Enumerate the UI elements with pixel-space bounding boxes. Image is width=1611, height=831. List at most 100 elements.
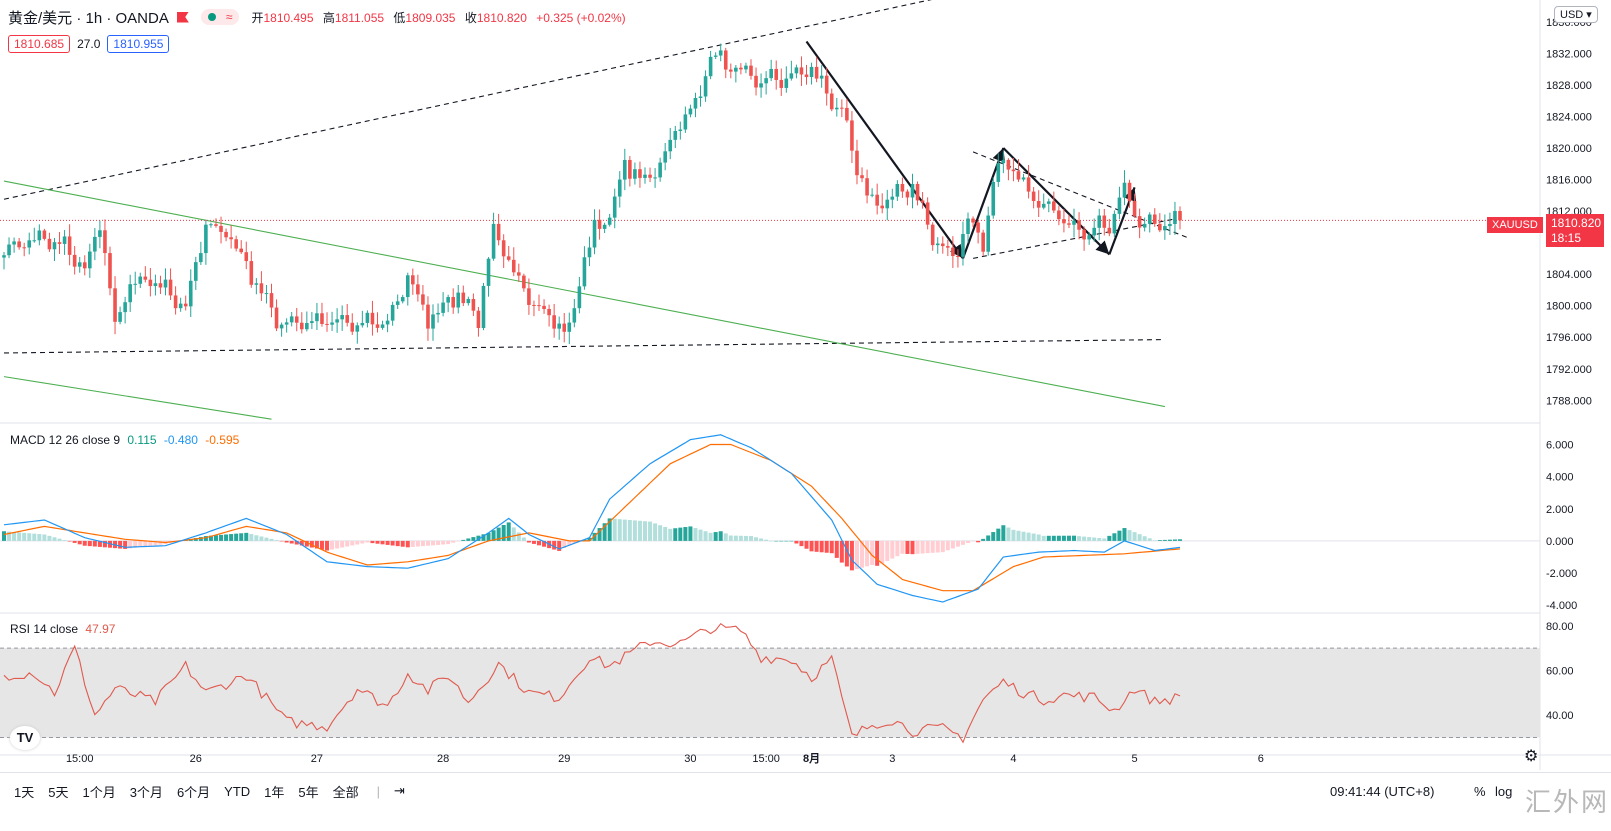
buy-button[interactable]: 1810.955 xyxy=(107,35,170,53)
candle-body xyxy=(1036,200,1041,208)
macd-histogram-bar xyxy=(1107,535,1112,541)
candle-body xyxy=(522,275,526,289)
macd-histogram-bar xyxy=(678,527,683,541)
symbol-title[interactable]: 黄金/美元 · 1h · OANDA xyxy=(8,9,169,27)
x-tick-label: 15:00 xyxy=(752,753,780,765)
macd-histogram-bar xyxy=(875,540,880,566)
settings-gear-icon[interactable]: ⚙ xyxy=(1524,748,1539,765)
macd-histogram-bar xyxy=(87,540,92,547)
market-status-pill[interactable]: ≈ xyxy=(200,9,240,25)
range-3m[interactable]: 3个月 xyxy=(129,784,163,800)
rsi-legend[interactable]: RSI 14 close 47.97 xyxy=(10,622,115,636)
macd-histogram-bar xyxy=(441,540,446,545)
macd-histogram-bar xyxy=(67,540,72,542)
low-label: 低 xyxy=(393,10,406,25)
macd-histogram-bar xyxy=(203,536,208,541)
sell-button[interactable]: 1810.685 xyxy=(8,35,71,53)
candle-body xyxy=(239,248,244,253)
macd-histogram-bar xyxy=(986,535,991,541)
macd-histogram-bar xyxy=(330,540,335,550)
candle-body xyxy=(375,324,380,328)
candle-body xyxy=(390,304,395,321)
percent-toggle[interactable]: % xyxy=(1474,783,1486,799)
candle-body xyxy=(628,159,632,179)
candle-body xyxy=(325,323,329,325)
range-5d[interactable]: 5天 xyxy=(48,784,69,800)
currency-select[interactable]: USD ▾ xyxy=(1554,6,1598,23)
bottom-toolbar: 1天 5天 1个月 3个月 6个月 YTD 1年 5年 全部 | ⇥ 09:41… xyxy=(0,772,1611,809)
candle-body xyxy=(426,304,430,329)
candle-body xyxy=(597,219,602,229)
candle-body xyxy=(668,139,673,152)
range-1m[interactable]: 1个月 xyxy=(82,784,116,800)
candle-body xyxy=(734,67,738,72)
macd-histogram-bar xyxy=(314,540,319,549)
candle-body xyxy=(395,301,400,305)
candle-body xyxy=(940,243,945,247)
macd-histogram-bar xyxy=(405,540,410,548)
log-toggle[interactable]: log xyxy=(1495,783,1513,799)
rsi-band xyxy=(0,648,1540,738)
macd-histogram-bar xyxy=(259,536,264,541)
range-1y[interactable]: 1年 xyxy=(264,784,285,800)
macd-legend[interactable]: MACD 12 26 close 9 0.115 -0.480 -0.595 xyxy=(10,433,239,447)
macd-histogram-bar xyxy=(854,540,859,570)
candle-body xyxy=(451,297,456,308)
flag-icon[interactable] xyxy=(176,11,189,23)
candle-body xyxy=(259,283,264,294)
range-all[interactable]: 全部 xyxy=(332,784,359,800)
macd-histogram-bar xyxy=(880,540,885,564)
candle-body xyxy=(385,320,390,325)
range-6m[interactable]: 6个月 xyxy=(176,784,211,800)
y-tick-label: 1792.000 xyxy=(1546,364,1592,376)
candle-body xyxy=(653,177,657,179)
macd-histogram-bar xyxy=(451,540,456,543)
candle-body xyxy=(678,129,683,131)
macd-histogram-bar xyxy=(420,540,425,547)
macd-histogram-bar xyxy=(365,540,370,543)
macd-histogram-bar xyxy=(456,540,461,542)
candle-body xyxy=(32,240,37,242)
tradingview-logo-icon[interactable]: TV xyxy=(10,726,40,750)
currency-label: USD xyxy=(1560,9,1584,21)
candle-body xyxy=(330,322,334,325)
macd-histogram-bar xyxy=(1001,525,1006,541)
macd-histogram-bar xyxy=(981,538,986,541)
macd-histogram-bar xyxy=(632,520,637,541)
candle-body xyxy=(254,283,259,285)
candle-body xyxy=(855,150,859,176)
candle-body xyxy=(991,181,996,216)
macd-histogram-bar xyxy=(466,538,471,541)
macd-histogram-bar xyxy=(1132,532,1137,541)
candle-body xyxy=(12,241,16,245)
range-ytd[interactable]: YTD xyxy=(224,783,251,799)
macd-histogram-bar xyxy=(708,532,713,541)
candle-body xyxy=(789,73,794,79)
candle-body xyxy=(133,283,138,285)
candle-body xyxy=(572,308,577,323)
candle-body xyxy=(759,83,763,88)
goto-date-icon[interactable]: ⇥ xyxy=(394,783,405,798)
macd-histogram-bar xyxy=(925,540,930,554)
macd-value: 0.115 xyxy=(127,433,157,447)
macd-histogram-bar xyxy=(481,534,486,541)
macd-histogram-bar xyxy=(991,532,996,541)
trendline xyxy=(3,339,1165,354)
candle-body xyxy=(365,312,370,323)
macd-histogram-bar xyxy=(355,540,360,545)
x-tick-label: 6 xyxy=(1258,753,1264,765)
candle-body xyxy=(617,179,622,197)
range-5y[interactable]: 5年 xyxy=(298,784,319,800)
candle-body xyxy=(441,302,445,313)
macd-line xyxy=(3,434,1181,603)
macd-histogram-bar xyxy=(885,540,890,561)
range-1d[interactable]: 1天 xyxy=(14,784,35,800)
candle-body xyxy=(623,159,627,180)
macd-histogram-bar xyxy=(542,540,547,547)
candle-body xyxy=(739,67,743,70)
clock-time[interactable]: 09:41:44 (UTC+8) xyxy=(1330,783,1435,799)
candle-body xyxy=(1031,191,1036,201)
candle-body xyxy=(1021,177,1026,180)
macd-histogram-bar xyxy=(1122,528,1127,541)
